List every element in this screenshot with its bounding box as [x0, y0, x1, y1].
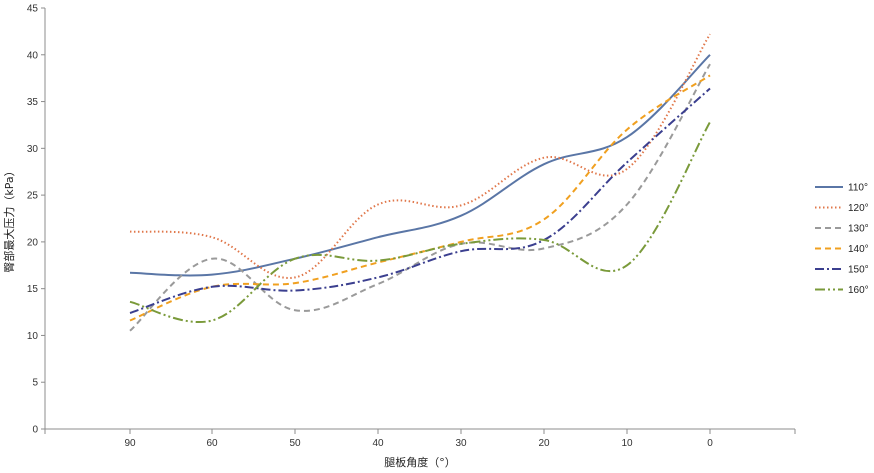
- y-tick-label: 10: [27, 331, 39, 342]
- x-tick-label: 20: [538, 438, 550, 449]
- x-tick-label: 0: [707, 438, 713, 449]
- legend-label-2: 120°: [848, 203, 869, 214]
- x-tick-label: 40: [372, 438, 384, 449]
- y-tick-label: 30: [27, 144, 39, 155]
- series-line-3: [129, 63, 711, 332]
- y-tick-label: 25: [27, 191, 39, 202]
- y-tick-label: 0: [32, 425, 38, 436]
- y-tick-label: 40: [27, 50, 39, 61]
- legend: 110° 120° 130° 140° 150° 160°: [815, 183, 869, 296]
- y-tick-label: 45: [27, 4, 39, 15]
- legend-label-3: 130°: [848, 224, 869, 235]
- x-tick-label: 10: [621, 438, 633, 449]
- series-line-4: [129, 74, 711, 322]
- y-tick-label: 20: [27, 237, 39, 248]
- x-axis: 90 60 50 40 30 20 10 0: [44, 428, 796, 449]
- x-tick-label: 60: [206, 438, 218, 449]
- legend-label-6: 160°: [848, 285, 869, 296]
- y-tick-label: 35: [27, 97, 39, 108]
- series-line-5: [129, 87, 711, 314]
- legend-label-5: 150°: [848, 265, 869, 276]
- y-axis: 0 5 10 15 20 25 30 35 40 45: [27, 4, 46, 436]
- series-line-6: [129, 121, 711, 323]
- x-axis-title: 腿板角度（°）: [384, 455, 456, 469]
- series-line-1: [129, 54, 711, 277]
- legend-label-1: 110°: [848, 183, 868, 194]
- y-tick-label: 15: [27, 284, 39, 295]
- x-tick-label: 50: [289, 438, 301, 449]
- x-tick-label: 90: [124, 438, 136, 449]
- y-axis-title: 臀部最大压力（kPa）: [2, 165, 16, 272]
- series-line-2: [129, 33, 711, 279]
- y-tick-label: 5: [32, 378, 38, 389]
- legend-label-4: 140°: [848, 244, 869, 255]
- series-lines: [129, 33, 711, 332]
- x-tick-label: 30: [455, 438, 467, 449]
